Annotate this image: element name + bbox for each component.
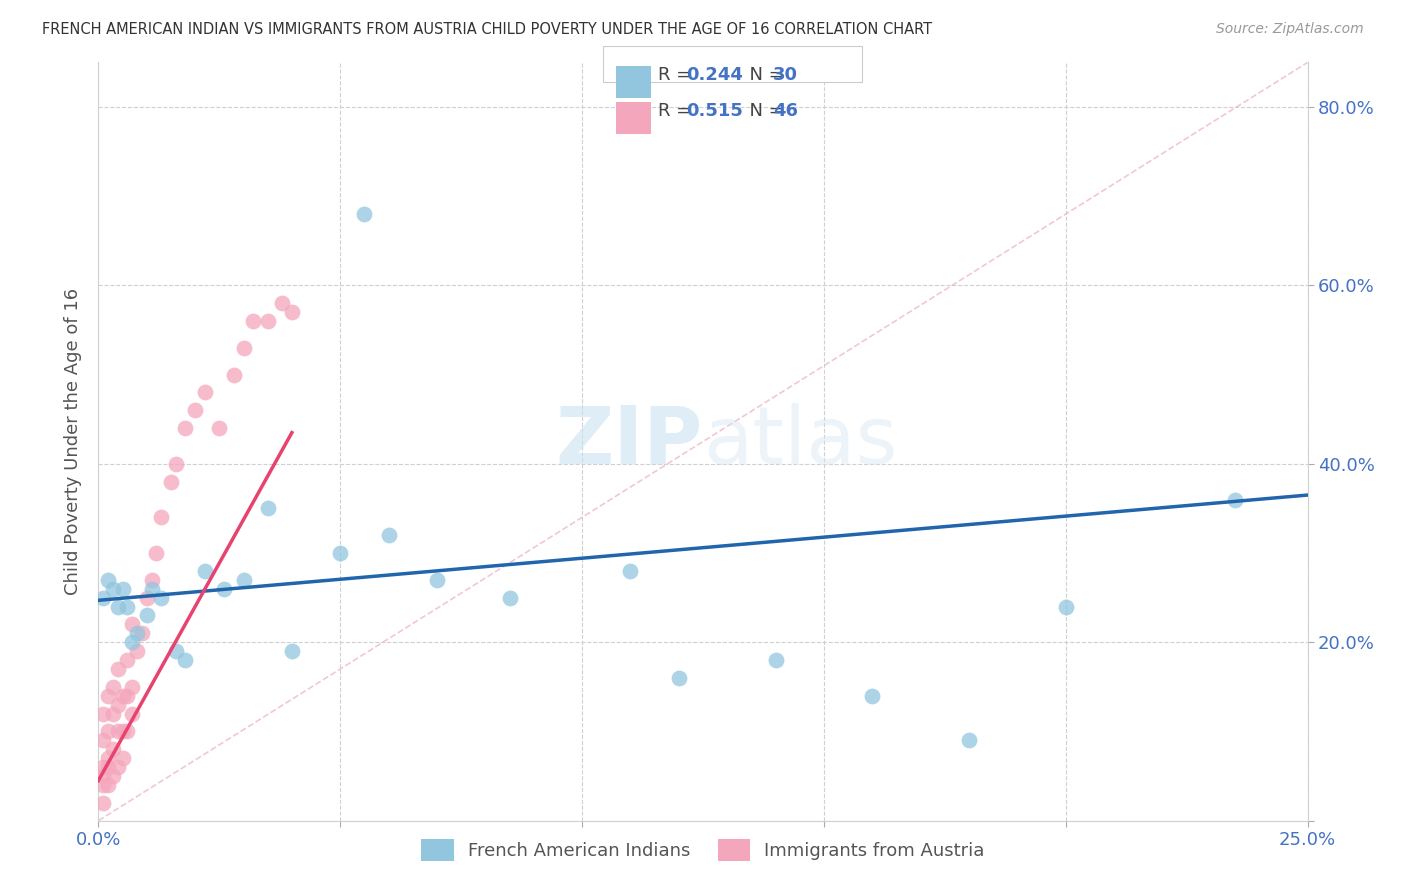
Point [174,421,197,435]
Text: 0.244: 0.244 [686,66,742,84]
Point [111,724,134,739]
Point [97,751,120,765]
Point [232,573,254,587]
Point [97,778,120,792]
Point [107,662,129,676]
Point [1054,599,1077,614]
Text: FRENCH AMERICAN INDIAN VS IMMIGRANTS FROM AUSTRIA CHILD POVERTY UNDER THE AGE OF: FRENCH AMERICAN INDIAN VS IMMIGRANTS FRO… [42,22,932,37]
Point [281,644,304,658]
Point [91,733,114,747]
Point [121,617,143,632]
Point [91,760,114,774]
Text: N =: N = [738,102,790,120]
Point [271,296,294,310]
Point [377,528,399,542]
Text: atlas: atlas [703,402,897,481]
Point [121,706,143,721]
Point [353,207,375,221]
Point [91,769,114,783]
Point [121,635,143,649]
Point [117,653,139,667]
Point [107,698,129,712]
Text: R =: R = [658,102,697,120]
Point [860,689,883,703]
Point [174,653,197,667]
Point [184,403,207,417]
Point [145,546,167,560]
Text: 30: 30 [773,66,799,84]
Point [117,599,139,614]
Point [97,689,120,703]
Point [91,706,114,721]
Point [97,724,120,739]
Point [141,582,163,596]
Point [160,475,183,489]
Y-axis label: Child Poverty Under the Age of 16: Child Poverty Under the Age of 16 [63,288,82,595]
Point [107,760,129,774]
Point [957,733,980,747]
Point [165,457,187,471]
Point [212,582,235,596]
Text: 46: 46 [773,102,799,120]
Point [101,582,124,596]
Point [232,341,254,355]
Point [329,546,352,560]
Point [281,305,304,319]
Point [107,599,129,614]
Point [101,680,124,694]
Point [150,591,173,605]
Point [127,644,149,658]
Legend: French American Indians, Immigrants from Austria: French American Indians, Immigrants from… [413,832,993,869]
Point [121,680,143,694]
Point [127,626,149,640]
Point [256,501,278,516]
Point [91,796,114,810]
Point [117,689,139,703]
Text: R =: R = [658,66,697,84]
Point [668,671,690,685]
Point [131,626,153,640]
Point [101,769,124,783]
Text: N =: N = [738,66,790,84]
Point [135,591,157,605]
Point [101,706,124,721]
Point [141,573,163,587]
Point [165,644,187,658]
Point [194,564,217,578]
Point [91,778,114,792]
Point [1223,492,1246,507]
Point [111,582,134,596]
Point [111,689,134,703]
Point [222,368,245,382]
Point [97,573,120,587]
Point [101,742,124,756]
Point [208,421,231,435]
Text: Source: ZipAtlas.com: Source: ZipAtlas.com [1216,22,1364,37]
Point [107,724,129,739]
Point [765,653,787,667]
Point [194,385,217,400]
Point [619,564,641,578]
Point [91,591,114,605]
Point [242,314,264,328]
Point [97,760,120,774]
Text: 0.515: 0.515 [686,102,742,120]
Point [111,751,134,765]
Point [150,510,173,524]
Point [256,314,278,328]
Point [117,724,139,739]
Text: ZIP: ZIP [555,402,703,481]
Point [498,591,520,605]
Point [135,608,157,623]
Point [426,573,449,587]
